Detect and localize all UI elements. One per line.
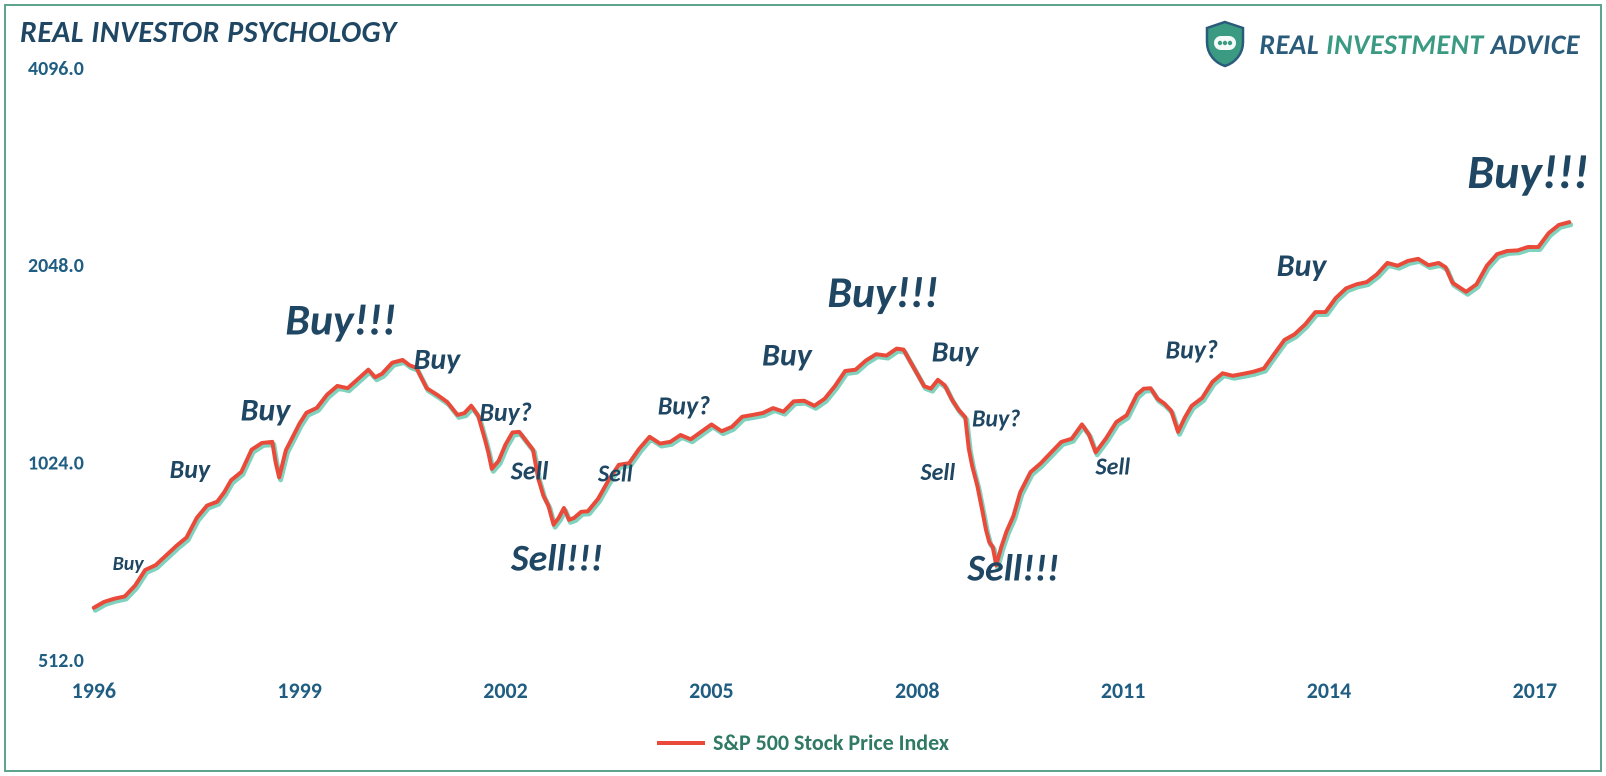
annotation: Buy? — [1166, 334, 1218, 366]
brand-logo-text: REAL INVESTMENT ADVICE — [1259, 27, 1580, 62]
svg-text:1024.0: 1024.0 — [28, 452, 84, 476]
legend-label: S&P 500 Stock Price Index — [713, 729, 949, 756]
annotation: Buy!!! — [285, 292, 396, 346]
svg-text:2017: 2017 — [1513, 677, 1557, 704]
annotation: Buy — [414, 342, 462, 378]
svg-text:2002: 2002 — [483, 677, 527, 704]
annotation: Buy? — [479, 396, 531, 428]
svg-text:2048.0: 2048.0 — [28, 254, 84, 278]
annotation: Buy — [932, 334, 980, 370]
annotation: Sell — [510, 454, 549, 486]
svg-text:2011: 2011 — [1101, 677, 1145, 704]
annotation: Buy — [1277, 246, 1328, 285]
svg-text:512.0: 512.0 — [38, 649, 84, 673]
annotation: Buy — [113, 552, 145, 576]
legend-swatch — [657, 741, 705, 745]
annotation: Buy!!! — [1467, 142, 1586, 201]
svg-text:4096.0: 4096.0 — [28, 60, 84, 81]
annotation: Buy — [170, 453, 211, 485]
annotation: Sell!!! — [510, 535, 603, 581]
svg-text:2014: 2014 — [1307, 677, 1351, 704]
annotation: Sell — [1095, 453, 1131, 482]
svg-text:2008: 2008 — [895, 677, 939, 704]
chart-container: REAL INVESTOR PSYCHOLOGY REAL INVESTMENT… — [4, 4, 1602, 772]
annotation: Buy — [240, 390, 291, 429]
plot-area: 512.0 1024.0 2048.0 4096.0 1996 1999 2002 2005 2… — [20, 60, 1586, 712]
annotation: Buy — [762, 336, 813, 375]
svg-text:1996: 1996 — [72, 677, 116, 704]
annotation: Sell — [597, 460, 633, 489]
annotation: Sell — [920, 458, 956, 487]
annotation: Buy? — [658, 389, 710, 421]
svg-text:1999: 1999 — [277, 677, 321, 704]
svg-text:2005: 2005 — [689, 677, 733, 704]
annotation: Buy? — [972, 405, 1020, 434]
chart-title: REAL INVESTOR PSYCHOLOGY — [20, 14, 397, 51]
annotation: Buy!!! — [827, 265, 938, 319]
legend: S&P 500 Stock Price Index — [6, 724, 1600, 757]
annotation: Sell!!! — [966, 545, 1059, 591]
